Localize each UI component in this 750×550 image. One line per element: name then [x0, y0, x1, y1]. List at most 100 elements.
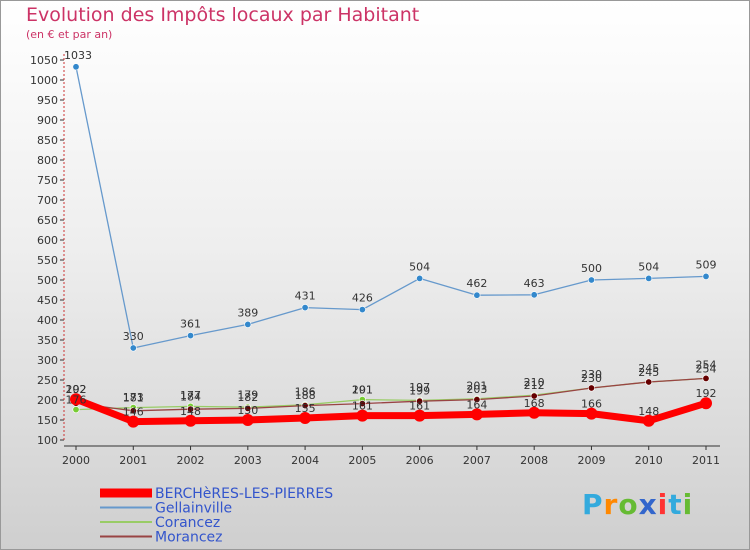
data-label: 500	[581, 262, 602, 275]
data-point	[416, 274, 424, 282]
data-label: 197	[409, 381, 430, 394]
data-label: 166	[581, 398, 602, 411]
series-line-morancez	[75, 377, 707, 412]
x-tick-label: 2008	[520, 454, 548, 467]
y-tick-label: 500	[37, 274, 58, 287]
legend-label: Corancez	[155, 515, 220, 531]
data-label: 148	[638, 405, 659, 418]
data-label: 254	[696, 362, 717, 375]
data-label: 199	[409, 384, 430, 397]
data-label: 173	[123, 391, 144, 404]
data-point	[72, 63, 80, 71]
y-tick-label: 200	[37, 394, 58, 407]
data-label: 254	[696, 358, 717, 371]
data-point	[127, 415, 140, 428]
data-label: 191	[352, 384, 373, 397]
logo-letter: i	[682, 488, 694, 521]
data-label: 389	[237, 306, 258, 319]
data-point	[358, 400, 366, 408]
data-point	[530, 291, 538, 299]
data-point	[642, 414, 655, 427]
data-label: 203	[466, 383, 487, 396]
legend-label: BERCHèRES-LES-PIERRES	[155, 486, 333, 502]
y-tick-label: 250	[37, 374, 58, 387]
data-point	[473, 396, 481, 404]
logo-letter: o	[618, 488, 639, 521]
data-label: 230	[581, 372, 602, 385]
y-tick-label: 800	[37, 154, 58, 167]
data-point	[129, 407, 137, 415]
data-point	[413, 409, 426, 422]
logo-letter: r	[603, 488, 619, 521]
y-tick-label: 900	[37, 114, 58, 127]
x-tick-label: 2002	[177, 454, 205, 467]
proxiti-logo: Proxiti	[582, 488, 693, 521]
data-label: 245	[638, 366, 659, 379]
y-tick-label: 850	[37, 134, 58, 147]
series-line-berch-res-les-pierres	[72, 395, 710, 426]
data-label: 462	[466, 277, 487, 290]
data-label: 210	[524, 376, 545, 389]
data-point	[587, 384, 595, 392]
x-tick-label: 2004	[291, 454, 319, 467]
data-label: 202	[66, 383, 87, 396]
y-tick-label: 550	[37, 254, 58, 267]
data-point	[587, 276, 595, 284]
data-label: 161	[352, 400, 373, 413]
data-label: 181	[123, 392, 144, 405]
data-label: 245	[638, 362, 659, 375]
data-point	[645, 274, 653, 282]
data-point	[356, 409, 369, 422]
data-label: 176	[66, 394, 87, 407]
data-point	[72, 406, 80, 414]
data-label: 330	[123, 330, 144, 343]
x-tick-label: 2006	[406, 454, 434, 467]
data-label: 182	[237, 391, 258, 404]
y-tick-label: 400	[37, 314, 58, 327]
x-tick-label: 2001	[119, 454, 147, 467]
y-tick-label: 300	[37, 354, 58, 367]
data-label: 361	[180, 318, 201, 331]
data-label: 463	[524, 277, 545, 290]
data-label: 201	[466, 380, 487, 393]
x-tick-label: 2000	[62, 454, 90, 467]
y-tick-label: 600	[37, 234, 58, 247]
data-point	[244, 404, 252, 412]
data-point	[470, 408, 483, 421]
data-label: 192	[66, 383, 87, 396]
data-point	[184, 414, 197, 427]
data-point	[129, 344, 137, 352]
data-label: 426	[352, 292, 373, 305]
legend-label: Morancez	[155, 530, 223, 546]
y-tick-label: 650	[37, 214, 58, 227]
y-tick-label: 750	[37, 174, 58, 187]
data-label: 150	[237, 404, 258, 417]
x-tick-label: 2010	[635, 454, 663, 467]
data-label: 177	[180, 389, 201, 402]
data-point	[585, 407, 598, 420]
logo-letter: t	[668, 488, 683, 521]
x-tick-label: 2007	[463, 454, 491, 467]
data-label: 184	[180, 390, 201, 403]
data-label: 192	[696, 387, 717, 400]
y-tick-label: 350	[37, 334, 58, 347]
y-tick-label: 1000	[30, 74, 58, 87]
y-tick-label: 1050	[30, 54, 58, 67]
logo-letter: i	[657, 488, 669, 521]
data-point	[70, 393, 82, 406]
data-label: 509	[696, 258, 717, 271]
y-tick-label: 700	[37, 194, 58, 207]
data-label: 168	[524, 397, 545, 410]
data-point	[700, 397, 712, 410]
x-tick-label: 2011	[692, 454, 720, 467]
data-label: 212	[524, 379, 545, 392]
data-point	[187, 405, 195, 413]
data-point	[187, 332, 195, 340]
data-point	[301, 402, 309, 410]
y-tick-label: 450	[37, 294, 58, 307]
data-point	[244, 320, 252, 328]
series-line-gellainville	[75, 66, 707, 349]
data-point	[241, 414, 254, 426]
data-point	[530, 392, 538, 400]
